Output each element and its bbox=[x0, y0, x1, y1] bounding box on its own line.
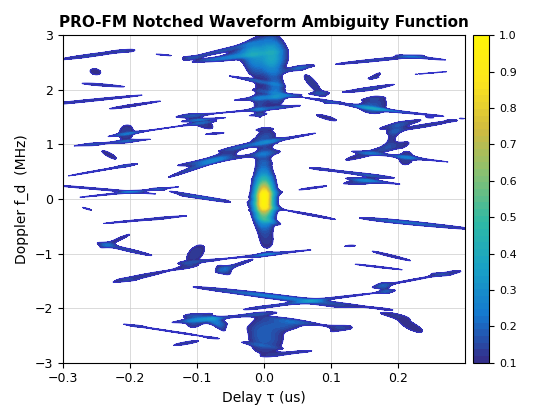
X-axis label: Delay τ (us): Delay τ (us) bbox=[222, 391, 306, 405]
Y-axis label: Doppler f_d  (MHz): Doppler f_d (MHz) bbox=[15, 134, 29, 264]
Title: PRO-FM Notched Waveform Ambiguity Function: PRO-FM Notched Waveform Ambiguity Functi… bbox=[59, 15, 469, 30]
